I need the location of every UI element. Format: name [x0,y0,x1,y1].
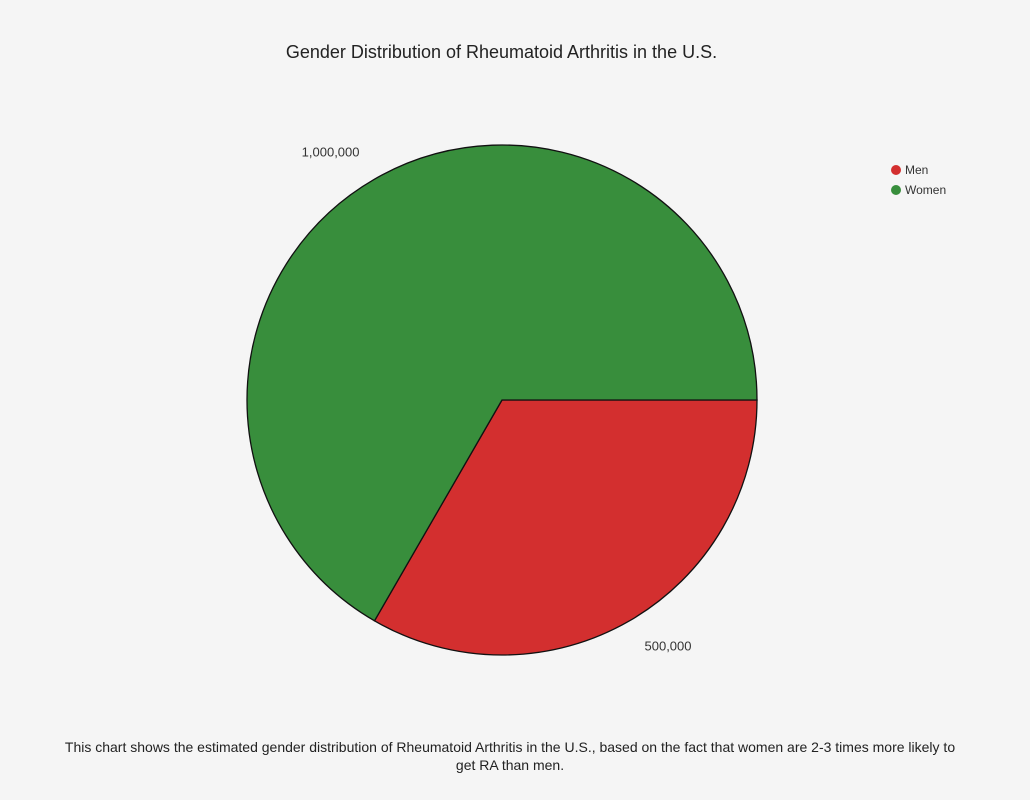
pie-label-men: 500,000 [645,638,692,653]
chart-caption: This chart shows the estimated gender di… [64,739,956,773]
legend-label-women: Women [905,183,947,197]
legend-label-men: Men [905,163,929,177]
legend-item-women[interactable]: Women [891,180,946,200]
pie-labels: 500,000 1,000,000 [302,145,692,654]
legend: Men Women [891,160,946,200]
pie-label-women: 1,000,000 [302,145,360,160]
legend-item-men[interactable]: Men [891,160,946,180]
legend-swatch-women [891,185,901,195]
pie-slices [246,144,758,656]
pie-slice-women[interactable] [246,144,758,622]
legend-swatch-men [891,165,901,175]
pie-slice-men[interactable] [373,399,758,656]
chart-title: Gender Distribution of Rheumatoid Arthri… [285,42,718,62]
